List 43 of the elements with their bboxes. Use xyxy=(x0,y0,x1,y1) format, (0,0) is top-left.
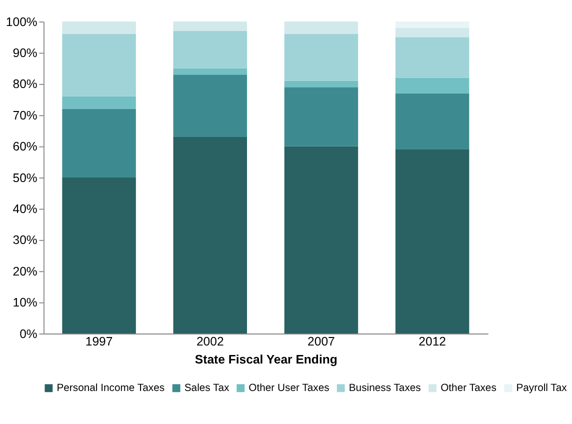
bar xyxy=(62,96,136,109)
y-tick-label: 80% xyxy=(12,77,38,92)
bar xyxy=(62,34,136,96)
y-tick-label: 60% xyxy=(12,140,38,154)
legend-label: Other Taxes xyxy=(440,382,496,394)
bar xyxy=(62,22,136,34)
bar xyxy=(173,136,247,334)
x-tick-label: 2002 xyxy=(196,334,224,348)
x-axis-title: State Fiscal Year Ending xyxy=(194,352,338,366)
bar xyxy=(395,22,470,28)
bar xyxy=(173,74,247,137)
bar xyxy=(284,22,358,34)
legend-label: Personal Income Taxes xyxy=(56,382,165,394)
y-tick-label: 70% xyxy=(12,108,38,122)
y-tick-label: 90% xyxy=(12,46,38,60)
y-tick-label: 10% xyxy=(12,296,38,310)
bar xyxy=(395,93,470,150)
bar xyxy=(395,78,470,94)
bar xyxy=(284,146,358,334)
bar xyxy=(395,37,470,78)
x-tick-label: 1997 xyxy=(85,334,113,348)
y-tick-label: 100% xyxy=(6,14,38,29)
bar xyxy=(395,28,470,38)
bar xyxy=(173,30,247,68)
bar xyxy=(284,80,358,88)
legend-label: Business Taxes xyxy=(348,382,421,394)
bar xyxy=(62,108,136,178)
bar xyxy=(173,22,247,31)
y-tick-label: 50% xyxy=(12,170,38,185)
y-tick-label: 20% xyxy=(12,264,38,278)
bar xyxy=(62,178,136,334)
bar xyxy=(284,87,358,146)
legend-label: Other User Taxes xyxy=(248,382,330,394)
x-tick-label: 2007 xyxy=(308,334,336,348)
y-tick-label: 0% xyxy=(20,326,38,341)
bar xyxy=(173,68,247,75)
bar xyxy=(395,149,470,334)
bar xyxy=(284,34,358,81)
y-tick-label: 30% xyxy=(12,233,38,248)
y-tick-label: 40% xyxy=(12,202,38,216)
legend-label: Payroll Tax xyxy=(516,382,568,394)
x-tick-label: 2012 xyxy=(418,334,446,348)
legend-label: Sales Tax xyxy=(184,382,230,394)
